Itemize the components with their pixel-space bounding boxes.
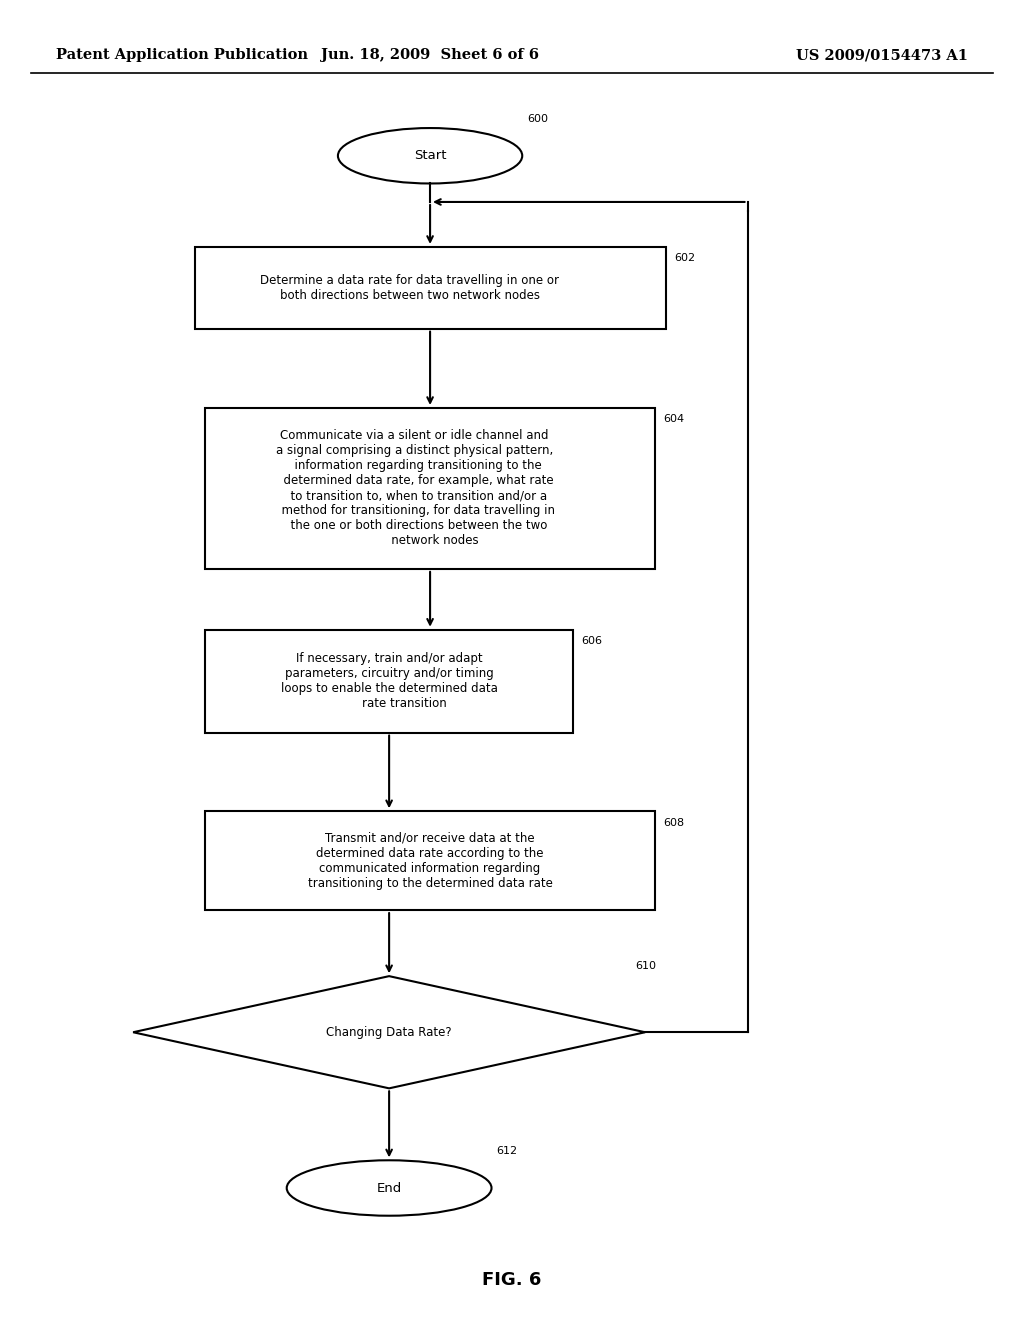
Text: 606: 606	[582, 636, 603, 647]
Text: Transmit and/or receive data at the
determined data rate according to the
commun: Transmit and/or receive data at the dete…	[307, 832, 553, 890]
Text: Start: Start	[414, 149, 446, 162]
Bar	[205, 810, 655, 911]
Text: Jun. 18, 2009  Sheet 6 of 6: Jun. 18, 2009 Sheet 6 of 6	[322, 49, 539, 62]
Text: 602: 602	[674, 253, 695, 264]
Text: Changing Data Rate?: Changing Data Rate?	[327, 1026, 452, 1039]
Text: Communicate via a silent or idle channel and
a signal comprising a distinct phys: Communicate via a silent or idle channel…	[274, 429, 555, 548]
Text: If necessary, train and/or adapt
parameters, circuitry and/or timing
loops to en: If necessary, train and/or adapt paramet…	[281, 652, 498, 710]
Text: Patent Application Publication: Patent Application Publication	[56, 49, 308, 62]
Bar	[205, 630, 573, 733]
Bar	[205, 408, 655, 569]
Text: US 2009/0154473 A1: US 2009/0154473 A1	[796, 49, 968, 62]
Text: 608: 608	[664, 818, 685, 828]
Text: 604: 604	[664, 414, 685, 425]
Text: End: End	[377, 1181, 401, 1195]
Text: Determine a data rate for data travelling in one or
both directions between two : Determine a data rate for data travellin…	[260, 273, 559, 302]
Text: 610: 610	[635, 961, 656, 972]
Text: 600: 600	[527, 114, 549, 124]
Bar	[195, 247, 666, 329]
Text: FIG. 6: FIG. 6	[482, 1271, 542, 1290]
Text: 612: 612	[497, 1146, 518, 1156]
